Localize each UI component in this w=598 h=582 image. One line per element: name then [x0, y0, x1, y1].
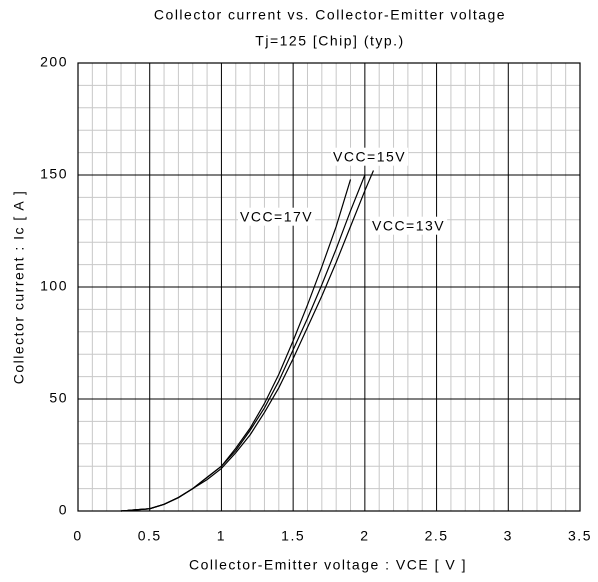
- y-tick-label: 100: [40, 278, 68, 294]
- chart-title: Collector current vs. Collector-Emitter …: [154, 7, 506, 23]
- x-tick-label: 1.5: [281, 528, 305, 544]
- y-tick-label: 150: [40, 166, 68, 182]
- plot-frame: [77, 62, 581, 512]
- series-label-bg: [238, 207, 316, 226]
- series-label-bg: [331, 147, 409, 166]
- y-tick-label: 50: [49, 390, 68, 406]
- series-line: [120, 170, 375, 512]
- x-tick-label: 3: [504, 528, 513, 544]
- series-label-bg: [370, 216, 448, 235]
- x-tick-label: 2: [360, 528, 369, 544]
- x-tick-label: 0.5: [138, 528, 162, 544]
- series-label: VCC=17V: [240, 209, 313, 225]
- x-axis-label: Collector-Emitter voltage : VCE [ V ]: [189, 557, 467, 573]
- x-tick-label: 2.5: [425, 528, 449, 544]
- series-label: VCC=13V: [372, 218, 445, 234]
- x-tick-label: 1: [217, 528, 226, 544]
- series-label: VCC=15V: [333, 149, 406, 165]
- chart-subtitle: Tj=125 [Chip] (typ.): [255, 33, 404, 49]
- x-tick-label: 3.5: [568, 528, 592, 544]
- x-tick-label: 0: [73, 528, 82, 544]
- y-tick-label: 0: [59, 502, 68, 518]
- y-tick-label: 200: [40, 54, 68, 70]
- y-axis-label: Collector current : Ic [ A ]: [11, 190, 27, 385]
